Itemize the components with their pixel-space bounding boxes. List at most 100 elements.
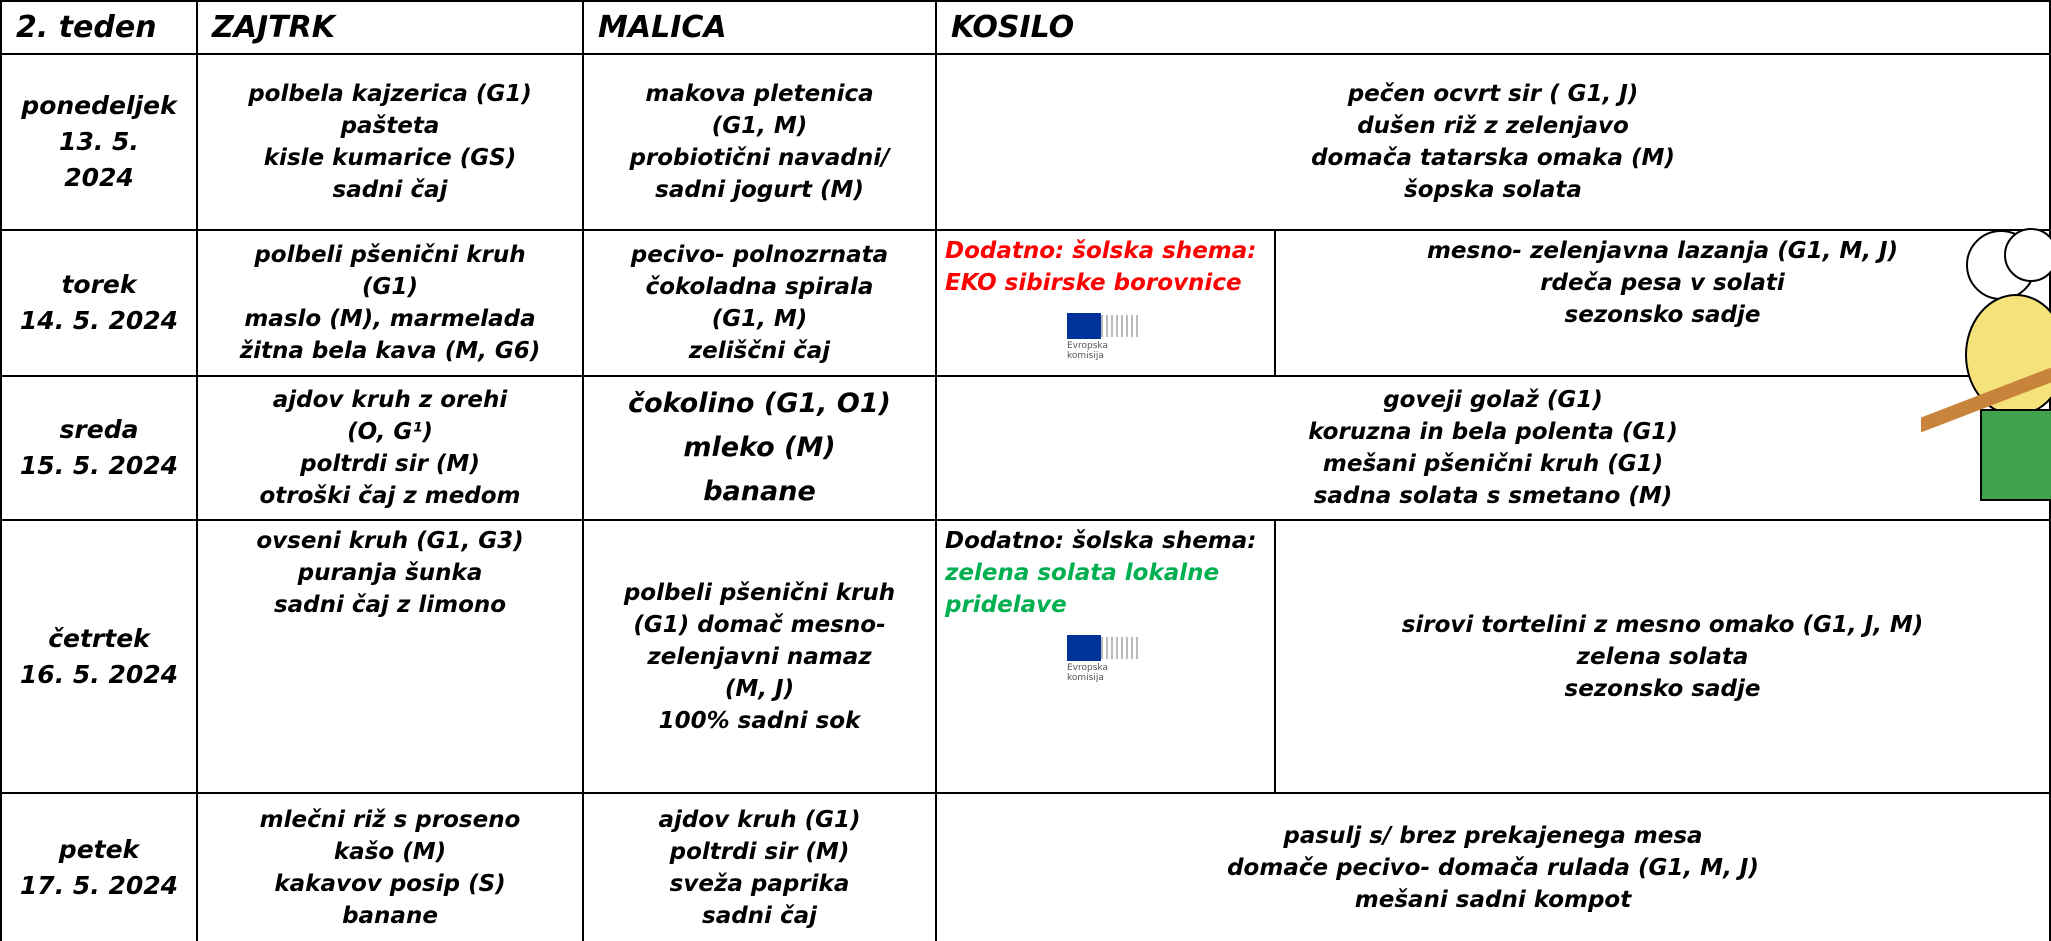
menu-item: ajdov kruh (G1) [658, 806, 861, 833]
kosilo-cell: goveji golaž (G1) koruzna in bela polenta… [935, 375, 2051, 521]
malica-cell: čokolino (G1, O1) mleko (M) banane [582, 375, 937, 521]
menu-item: pečen ocvrt sir ( G1, J) [1347, 81, 1639, 107]
day-text: 17. 5. 2024 [19, 870, 179, 900]
day-text: sreda [59, 415, 139, 444]
menu-item: maslo (M), marmelada [244, 306, 536, 332]
logo-line: Evropska [1067, 341, 1108, 351]
day-text: 14. 5. 2024 [19, 306, 179, 335]
logo-text: Evropska komisija [1067, 663, 1108, 683]
malica-header: MALICA [582, 0, 937, 55]
day-cell: torek 14. 5. 2024 [0, 229, 198, 377]
menu-item: čokolino (G1, O1) [628, 388, 891, 419]
day-cell: petek 17. 5. 2024 [0, 792, 198, 941]
menu-item: sadni jogurt (M) [655, 177, 864, 203]
menu-item: (G1, M) [711, 113, 808, 139]
day-row: petek 17. 5. 2024 mlečni riž s proseno kašo… [0, 792, 2051, 941]
week-header: 2. teden [0, 0, 198, 55]
day-text: torek [61, 270, 137, 299]
menu-item: dušen riž z zelenjavo [1357, 113, 1629, 139]
menu-item: 100% sadni sok [658, 707, 861, 734]
day-text: 13. 5. [59, 127, 139, 156]
day-row: sreda 15. 5. 2024 ajdov kruh z orehi (O, G¹… [0, 375, 2051, 521]
menu-item: (G1) [362, 274, 418, 300]
eu-building [1101, 315, 1141, 337]
malica-cell: ajdov kruh (G1) poltrdi sir (M) sveža papr… [582, 792, 937, 941]
menu-item: rdeča pesa v solati [1540, 270, 1785, 296]
dodatno-label: Dodatno: šolska shema: [945, 528, 1257, 554]
menu-item: sadni čaj z limono [273, 592, 507, 618]
menu-item: žitna bela kava (M, G6) [239, 338, 541, 364]
menu-item: zeliščni čaj [688, 338, 831, 364]
menu-item: pecivo- polnozrnata [630, 242, 889, 268]
menu-item: (G1, M) [711, 306, 808, 332]
menu-item: puranja šunka [297, 560, 483, 586]
logo-line: Evropska [1067, 663, 1108, 673]
menu-item: domača tatarska omaka (M) [1311, 145, 1675, 171]
menu-item: sezonsko sadje [1564, 675, 1761, 702]
menu-item: (M, J) [724, 675, 795, 702]
header-row: 2. teden ZAJTRK MALICA KOSILO [0, 0, 2051, 55]
menu-item: zelena solata [1576, 643, 1749, 670]
menu-item: kisle kumarice (GS) [263, 145, 517, 171]
menu-item: polbeli pšenični kruh [623, 579, 896, 606]
menu-item: kakavov posip (S) [274, 870, 506, 897]
day-row: torek 14. 5. 2024 polbeli pšenični kruh (G1… [0, 229, 2051, 377]
kosilo-header: KOSILO [935, 0, 2051, 55]
menu-item: banane [703, 476, 816, 507]
dodatno-cell: Dodatno: šolska shema: zelena solata loka… [935, 519, 1276, 794]
menu-item: mesno- zelenjavna lazanja (G1, M, J) [1426, 238, 1899, 264]
day-cell: ponedeljek 13. 5. 2024 [0, 53, 198, 231]
menu-item: sirovi tortelini z mesno omako (G1, J, M… [1401, 611, 1924, 638]
day-text: petek [58, 834, 140, 864]
menu-item: kašo (M) [333, 838, 447, 865]
menu-item: mešani sadni kompot [1354, 886, 1632, 913]
logo-line: komisija [1067, 351, 1104, 361]
day-text: ponedeljek [21, 91, 177, 120]
dodatno-item: zelena solata lokalne pridelave [945, 560, 1220, 618]
day-text: 15. 5. 2024 [19, 451, 179, 480]
menu-item: makova pletenica [645, 81, 874, 107]
menu-item: banane [342, 902, 438, 929]
malica-cell: makova pletenica (G1, M) probiotični navad… [582, 53, 937, 231]
eu-flag [1067, 313, 1101, 339]
menu-item: domače pecivo- domača rulada (G1, M, J) [1227, 854, 1759, 881]
zajtrk-header: ZAJTRK [196, 0, 584, 55]
day-cell: sreda 15. 5. 2024 [0, 375, 198, 521]
menu-item: probiotični navadni/ [629, 145, 890, 171]
day-row: četrtek 16. 5. 2024 ovseni kruh (G1, G3) pu… [0, 519, 2051, 794]
menu-item: ovseni kruh (G1, G3) [256, 528, 524, 554]
kosilo-cell: pasulj s/ brez prekajenega mesa domače pe… [935, 792, 2051, 941]
menu-item: ajdov kruh z orehi [272, 387, 508, 413]
malica-cell: pecivo- polnozrnata čokoladna spirala (G1,… [582, 229, 937, 377]
menu-item: polbeli pšenični kruh [254, 242, 526, 268]
day-text: 2024 [64, 163, 134, 192]
eu-flag [1067, 635, 1101, 661]
menu-item: (O, G¹) [347, 419, 433, 445]
zajtrk-cell: ovseni kruh (G1, G3) puranja šunka sadni č… [196, 519, 584, 794]
menu-item: poltrdi sir (M) [300, 451, 480, 477]
logo-text: Evropska komisija [1067, 341, 1108, 361]
day-text: 16. 5. 2024 [19, 659, 179, 689]
menu-item: sadni čaj [332, 177, 448, 203]
menu-item: sadna solata s smetano (M) [1313, 483, 1673, 509]
eu-logo: Evropska komisija [1037, 313, 1157, 375]
menu-item: čokoladna spirala [645, 274, 874, 300]
menu-item: sveža paprika [669, 870, 850, 897]
zajtrk-cell: polbeli pšenični kruh (G1) maslo (M), marm… [196, 229, 584, 377]
kosilo-cell: mesno- zelenjavna lazanja (G1, M, J) rdeč… [1274, 229, 2051, 377]
zajtrk-cell: ajdov kruh z orehi (O, G¹) poltrdi sir (M)… [196, 375, 584, 521]
menu-item: mlečni riž s proseno [259, 806, 521, 833]
menu-item: šopska solata [1404, 177, 1582, 203]
dodatno-cell: Dodatno: šolska shema: EKO sibirske borov… [935, 229, 1276, 377]
menu-item: otroški čaj z medom [259, 483, 521, 509]
menu-item: koruzna in bela polenta (G1) [1308, 419, 1678, 445]
menu-item: polbela kajzerica (G1) [248, 81, 532, 107]
menu-item: pašteta [340, 113, 440, 139]
dodatno-label: Dodatno: šolska shema: [945, 238, 1257, 264]
kosilo-cell: sirovi tortelini z mesno omako (G1, J, M… [1274, 519, 2051, 794]
menu-item: (G1) domač mesno- [633, 611, 886, 638]
zajtrk-cell: polbela kajzerica (G1) pašteta kisle kumar… [196, 53, 584, 231]
menu-item: sezonsko sadje [1564, 302, 1761, 328]
